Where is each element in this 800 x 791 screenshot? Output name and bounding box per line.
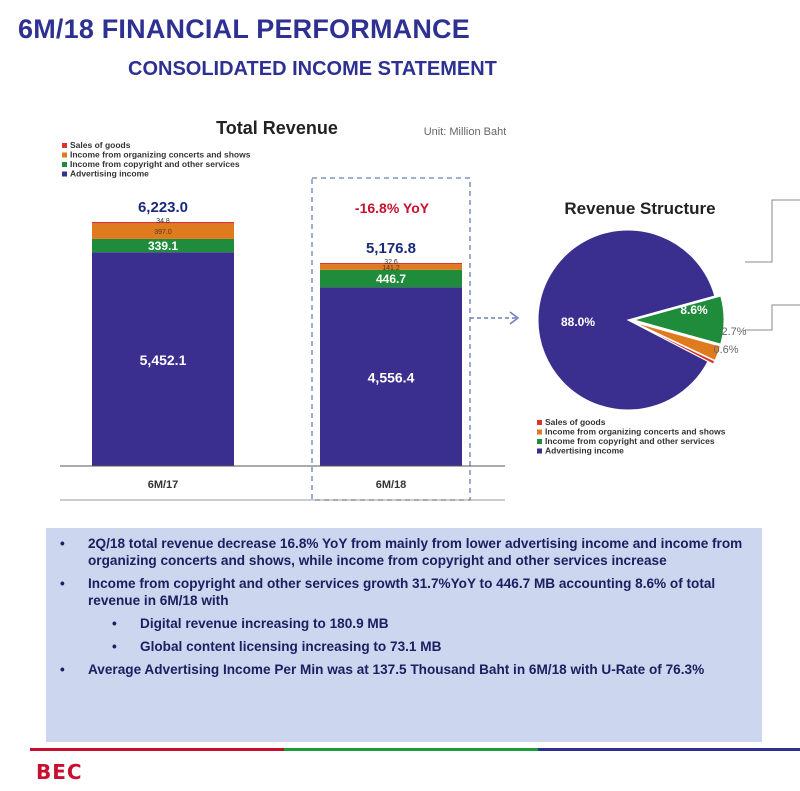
- page-subtitle: CONSOLIDATED INCOME STATEMENT: [128, 58, 497, 80]
- pie-label-advertising-income: 88.0%: [561, 315, 595, 329]
- pie-label-income-from-organizing-concerts-and-shows: 2.7%: [721, 326, 746, 338]
- bar-total-label: 6,223.0: [138, 199, 188, 216]
- pie-legend-swatch-income-from-organizing-concerts-and-shows: [537, 429, 542, 435]
- bar-value-label: 339.1: [148, 239, 178, 253]
- bar-value-label: 32.6: [384, 259, 398, 266]
- summary-bullet-1: 2Q/18 total revenue decrease 16.8% YoY f…: [58, 535, 752, 569]
- pie-chart-title: Revenue Structure: [564, 199, 715, 218]
- bar-group: 5,452.1 339.1 397.0 34.8 6,223.0 6M/17 4,556.4…: [92, 199, 462, 491]
- legend-swatch-income-from-organizing-concerts-and-shows: [62, 152, 67, 158]
- bar-income-from-organizing-concerts-and-shows-6m-17: [92, 223, 234, 239]
- bar-income-from-organizing-concerts-and-shows-6m-18: [320, 264, 462, 270]
- bar-value-label: 4,556.4: [368, 370, 415, 386]
- summary-sub-bullet-2: Global content licensing increasing to 7…: [110, 638, 752, 655]
- summary-bullet-2: Income from copyright and other services…: [58, 575, 752, 609]
- bar-sales-of-goods-6m-18: [320, 263, 462, 265]
- bar-advertising-income-6m-17: [92, 252, 234, 466]
- legend-swatch-income-from-copyright-and-other-services: [62, 162, 67, 167]
- bar-income-from-copyright-and-other-services-6m-17: [92, 238, 234, 253]
- revenue-charts: Total Revenue Unit: Million Baht Sales o…: [60, 118, 800, 501]
- bar-value-label: 34.8: [156, 218, 170, 225]
- pie-legend-label-income-from-organizing-concerts-and-shows: Income from organizing concerts and show…: [545, 427, 726, 437]
- bracket-top: [745, 199, 800, 263]
- bar-chart-title: Total Revenue: [216, 118, 338, 138]
- bar-chart-unit: Unit: Million Baht: [424, 126, 507, 138]
- pie-group: 8.6% 2.7% 0.6% 88.0%: [537, 229, 747, 411]
- bar-sales-of-goods-6m-17: [92, 222, 234, 224]
- pie-label-income-from-copyright-and-other-services: 8.6%: [680, 303, 708, 317]
- pie-label-sales-of-goods: 0.6%: [713, 344, 738, 356]
- legend-swatch-sales-of-goods: [62, 143, 67, 148]
- bar-value-label: 141.2: [382, 265, 400, 272]
- summary-sub-bullet-1: Digital revenue increasing to 180.9 MB: [110, 615, 752, 632]
- x-tick-label: 6M/18: [376, 479, 407, 491]
- pie-legend-swatch-sales-of-goods: [537, 420, 542, 425]
- page-title: 6M/18 FINANCIAL PERFORMANCE: [18, 14, 470, 44]
- footer-divider: [30, 748, 800, 751]
- bar-total-label: 5,176.8: [366, 240, 416, 257]
- legend-label-income-from-copyright-and-other-services: Income from copyright and other services: [70, 159, 240, 169]
- legend-swatch-advertising-income: [62, 171, 67, 177]
- yoy-annotation: -16.8% YoY: [355, 200, 430, 216]
- pie-legend-label-advertising-income: Advertising income: [545, 446, 624, 456]
- pie-slice-income-from-copyright-and-other-services: [632, 295, 725, 345]
- legend-label-sales-of-goods: Sales of goods: [70, 140, 131, 150]
- bar-value-label: 446.7: [376, 272, 406, 286]
- bec-logo: BEC: [36, 760, 83, 784]
- pie-legend-label-sales-of-goods: Sales of goods: [545, 417, 606, 427]
- bar-value-label: 5,452.1: [140, 352, 187, 368]
- pie-legend-swatch-income-from-copyright-and-other-services: [537, 439, 542, 444]
- summary-bullet-3: Average Advertising Income Per Min was a…: [58, 661, 752, 678]
- bar-advertising-income-6m-18: [320, 287, 462, 466]
- legend-label-income-from-organizing-concerts-and-shows: Income from organizing concerts and show…: [70, 150, 251, 160]
- pie-slice-advertising-income: [537, 229, 716, 411]
- summary-bullets: 2Q/18 total revenue decrease 16.8% YoY f…: [58, 535, 752, 684]
- bar-value-label: 397.0: [154, 229, 172, 236]
- legend-label-advertising-income: Advertising income: [70, 169, 149, 179]
- bracket-bottom: [745, 304, 800, 331]
- pie-legend-swatch-advertising-income: [537, 448, 542, 454]
- arrow-head: [509, 311, 520, 325]
- pie-legend-label-income-from-copyright-and-other-services: Income from copyright and other services: [545, 436, 715, 446]
- pie-slice-income-from-organizing-concerts-and-shows: [633, 321, 721, 362]
- bar-income-from-copyright-and-other-services-6m-18: [320, 269, 462, 288]
- x-tick-label: 6M/17: [148, 479, 179, 491]
